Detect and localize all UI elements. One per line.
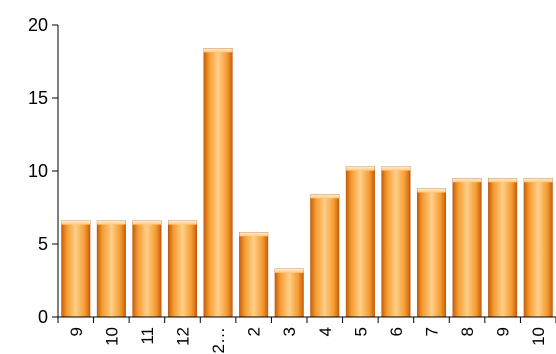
x-category-label: 3 bbox=[280, 327, 299, 336]
x-category-label: 10 bbox=[102, 327, 121, 346]
bar bbox=[96, 220, 126, 318]
bar bbox=[381, 166, 411, 318]
bar-body bbox=[416, 188, 447, 318]
y-tick-label: 10 bbox=[28, 161, 48, 181]
bar-cap bbox=[132, 220, 162, 225]
bar-body bbox=[488, 178, 518, 318]
bar-cap bbox=[310, 194, 340, 199]
bar-cap bbox=[239, 232, 268, 237]
bar bbox=[416, 188, 447, 318]
bar-cap bbox=[274, 268, 304, 273]
x-category-label: 9 bbox=[67, 327, 86, 336]
bar-cap bbox=[417, 188, 446, 193]
bar-cap bbox=[97, 220, 126, 225]
y-axis-ticks: 0 5 10 15 20 bbox=[28, 15, 58, 327]
y-tick-label: 20 bbox=[28, 15, 48, 35]
x-category-label: 5 bbox=[351, 327, 370, 336]
bar-cap bbox=[523, 178, 553, 183]
bar-cap bbox=[452, 178, 482, 183]
bar-body bbox=[345, 166, 375, 318]
x-category-label: 2… bbox=[209, 327, 228, 353]
x-category-label: 9 bbox=[494, 327, 513, 336]
x-category-label: 7 bbox=[423, 327, 442, 336]
bar-cap bbox=[381, 166, 411, 171]
bars-group bbox=[61, 48, 553, 318]
bar-body bbox=[61, 220, 91, 318]
x-category-label: 11 bbox=[138, 327, 157, 345]
axes bbox=[57, 25, 556, 323]
bar bbox=[167, 220, 198, 318]
bar bbox=[203, 48, 233, 318]
bar-body bbox=[274, 268, 304, 318]
bar bbox=[132, 220, 162, 318]
x-category-label: 12 bbox=[174, 327, 193, 346]
x-category-label: 10 bbox=[529, 327, 548, 346]
bar-body bbox=[381, 166, 411, 318]
bar-cap bbox=[346, 166, 375, 171]
bar-body bbox=[452, 178, 482, 318]
y-tick-label: 15 bbox=[28, 88, 48, 108]
x-category-label: 8 bbox=[458, 327, 477, 336]
bar-cap bbox=[168, 220, 197, 225]
bar bbox=[488, 178, 518, 318]
bar bbox=[310, 194, 340, 318]
x-axis-labels: 9 10 11 12 2… 2 3 4 5 6 7 8 9 10 bbox=[67, 327, 548, 353]
bar bbox=[452, 178, 482, 318]
bar-body bbox=[523, 178, 553, 318]
bar-body bbox=[310, 194, 340, 318]
bar bbox=[274, 268, 304, 318]
bar-body bbox=[203, 48, 233, 318]
bar bbox=[239, 232, 269, 318]
bar bbox=[345, 166, 375, 318]
bar-body bbox=[96, 220, 126, 318]
y-tick-label: 5 bbox=[38, 234, 48, 254]
x-category-label: 4 bbox=[316, 327, 335, 336]
bar-cap bbox=[488, 178, 517, 183]
bar-body bbox=[132, 220, 162, 318]
y-tick-label: 0 bbox=[38, 307, 48, 327]
bar-cap bbox=[61, 220, 91, 225]
bar-cap bbox=[203, 48, 233, 53]
bar-body bbox=[239, 232, 269, 318]
bar bbox=[523, 178, 553, 318]
bar bbox=[61, 220, 91, 318]
bar-body bbox=[167, 220, 198, 318]
x-category-label: 6 bbox=[387, 327, 406, 336]
x-category-label: 2 bbox=[245, 327, 264, 336]
